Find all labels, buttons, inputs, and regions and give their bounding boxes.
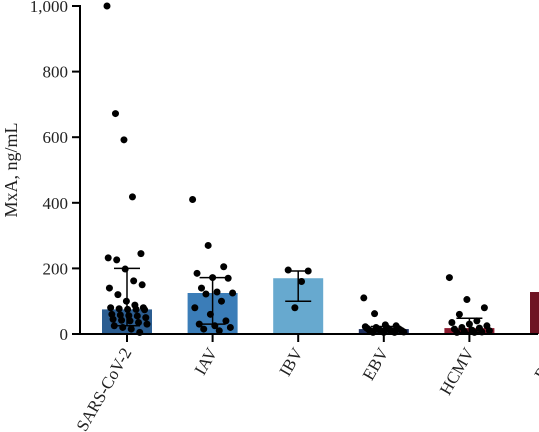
bar-rsv: [530, 292, 539, 334]
data-point: [220, 263, 228, 271]
y-axis-title: MxA, ng/mL: [1, 122, 21, 217]
data-point: [142, 314, 150, 322]
data-point: [463, 296, 471, 304]
data-point: [204, 241, 212, 249]
y-axis-ticks: 0 200 400 600 800 1,000: [30, 0, 80, 344]
data-point: [135, 319, 143, 327]
data-point: [138, 281, 146, 289]
data-point: [224, 274, 232, 282]
data-point: [213, 288, 221, 296]
data-point: [448, 319, 456, 327]
error-bars-layer: [114, 267, 483, 334]
x-tick-label: EBV: [359, 344, 393, 384]
data-point: [119, 323, 127, 331]
x-axis-labels: SARS-CoV-2 IAV IBV EBV HCMV RSV: [73, 334, 539, 432]
data-point: [115, 305, 123, 313]
data-point: [298, 278, 306, 286]
data-point: [111, 110, 119, 118]
y-tick-label: 200: [43, 259, 69, 278]
data-point: [291, 304, 299, 312]
y-tick-label: 1,000: [30, 0, 68, 16]
data-point: [133, 312, 141, 320]
data-point: [217, 297, 225, 305]
y-tick-label: 400: [43, 194, 69, 213]
data-point: [120, 136, 128, 144]
data-point: [229, 289, 237, 297]
data-point: [193, 269, 201, 277]
x-tick-label: IAV: [191, 344, 222, 378]
data-point: [445, 274, 453, 282]
x-tick-label: RSV: [530, 344, 539, 383]
data-point: [114, 291, 122, 299]
data-point: [103, 2, 111, 10]
x-tick-label: HCMV: [436, 344, 478, 398]
data-point: [116, 311, 124, 319]
data-point: [284, 266, 292, 274]
bars-layer: [102, 278, 539, 334]
data-point: [137, 250, 145, 258]
data-point: [127, 325, 135, 333]
data-point: [200, 325, 208, 333]
data-point: [371, 310, 379, 318]
data-point: [222, 317, 230, 325]
data-point: [480, 304, 488, 312]
data-point: [189, 196, 197, 204]
data-point: [104, 254, 112, 262]
data-point: [226, 323, 234, 331]
data-point: [105, 284, 113, 292]
data-point: [191, 304, 199, 312]
data-point: [473, 317, 481, 325]
data-point: [126, 317, 134, 325]
data-point: [485, 327, 493, 335]
data-point: [107, 304, 115, 312]
data-point: [143, 320, 151, 328]
data-point: [128, 193, 136, 201]
data-point: [202, 290, 210, 298]
y-tick-label: 800: [43, 63, 69, 82]
y-tick-label: 600: [43, 128, 69, 147]
data-point: [197, 284, 205, 292]
data-point: [360, 294, 368, 302]
data-point: [215, 327, 223, 335]
data-point: [130, 277, 138, 285]
data-point: [141, 306, 149, 314]
y-tick-label: 0: [60, 325, 69, 344]
data-point: [118, 316, 126, 324]
data-point: [109, 315, 117, 323]
x-tick-label: SARS-CoV-2: [73, 345, 136, 432]
x-tick-label: IBV: [276, 344, 307, 379]
data-point: [195, 320, 203, 328]
data-point: [132, 305, 140, 313]
data-point: [455, 310, 463, 318]
data-point: [113, 256, 121, 264]
